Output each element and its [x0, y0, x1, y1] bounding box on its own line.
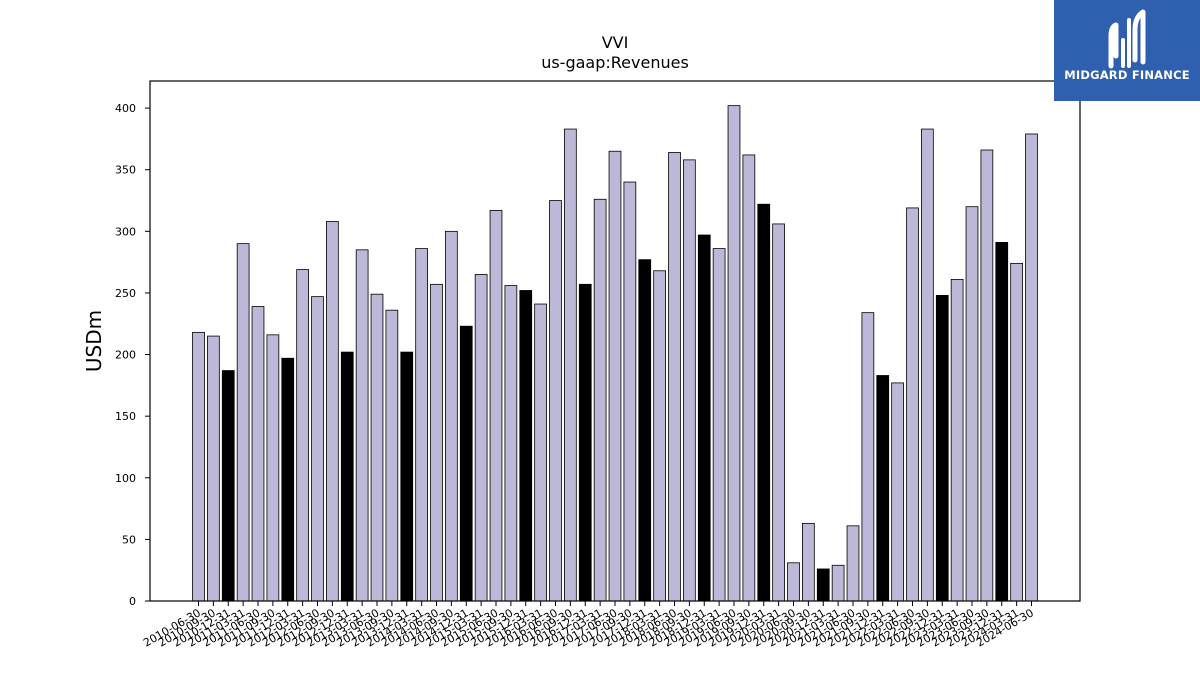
bar-2018-06-30	[668, 152, 681, 602]
bar-2011-06-30	[251, 306, 265, 602]
bar-2023-03-31	[950, 278, 964, 602]
bar-2016-03-31	[534, 303, 547, 602]
bar-2010-12-31	[221, 370, 235, 602]
bar-2019-09-30	[742, 154, 756, 602]
y-tick-label: 300	[115, 225, 136, 238]
bar-2017-06-30	[608, 150, 622, 602]
bar-2015-03-31	[474, 274, 488, 602]
bar-2020-09-30	[802, 522, 815, 602]
chart-title: VVI	[602, 33, 629, 52]
bar-2012-06-30	[311, 296, 324, 602]
bar-2014-12-31	[459, 325, 473, 602]
bar-2013-06-30	[370, 293, 384, 602]
bar-2013-12-31	[400, 351, 414, 602]
bar-2022-03-31	[891, 382, 904, 602]
bars-group	[192, 105, 1038, 602]
brand-logo: MIDGARD FINANCE	[1054, 0, 1200, 101]
bar-2018-09-30	[683, 159, 696, 602]
chart-subtitle: us-gaap:Revenues	[541, 53, 689, 72]
bar-2014-03-31	[415, 248, 428, 602]
bar-2011-09-30	[266, 334, 280, 602]
y-tick-label: 350	[115, 164, 136, 177]
bar-2010-06-30	[192, 331, 205, 602]
bar-2021-09-30	[861, 312, 875, 602]
bar-2016-09-30	[564, 128, 577, 602]
bar-2017-09-30	[623, 181, 637, 602]
y-tick-label: 200	[115, 349, 136, 362]
bar-2014-06-30	[430, 283, 443, 602]
bar-2023-06-30	[965, 206, 979, 602]
y-axis-ticks: 0 50 100 150 200 250 300 350 400	[115, 102, 150, 608]
bar-2023-12-31	[995, 242, 1009, 602]
y-tick-label: 50	[122, 533, 136, 546]
y-tick-label: 0	[129, 595, 136, 608]
bar-2023-09-30	[980, 149, 994, 602]
bar-2010-09-30	[207, 335, 220, 602]
bar-2016-06-30	[549, 200, 562, 602]
y-tick-label: 150	[115, 410, 136, 423]
bar-2021-03-31	[831, 564, 845, 602]
bar-2024-03-31	[1010, 262, 1023, 602]
bar-2014-09-30	[445, 230, 458, 602]
bar-2019-03-31	[712, 248, 726, 602]
bar-2013-03-31	[355, 249, 369, 602]
bar-2020-12-31	[816, 568, 830, 602]
bar-2018-03-31	[653, 270, 666, 602]
bar-2015-12-31	[519, 290, 533, 602]
bar-2022-12-31	[935, 295, 949, 602]
x-axis-ticks: 2010-06-302010-09-302010-12-312011-03-31…	[141, 601, 1036, 650]
bar-2012-03-31	[296, 269, 309, 602]
bar-2019-06-30	[727, 105, 741, 602]
bar-2016-12-31	[578, 283, 592, 602]
bar-2017-12-31	[638, 259, 652, 602]
bar-2021-06-30	[846, 525, 860, 602]
bar-2021-12-31	[876, 375, 890, 602]
y-tick-label: 250	[115, 287, 136, 300]
bar-2020-03-31	[772, 223, 785, 602]
bar-2015-09-30	[504, 285, 518, 602]
bar-2019-12-31	[757, 203, 771, 602]
y-tick-label: 400	[115, 102, 136, 115]
bar-2018-12-31	[697, 234, 711, 602]
bar-2012-09-30	[326, 221, 339, 602]
bar-2017-03-31	[593, 198, 607, 602]
bar-2011-03-31	[236, 243, 250, 602]
y-tick-label: 100	[115, 472, 136, 485]
bar-2012-12-31	[340, 351, 354, 602]
bar-2015-06-30	[489, 209, 503, 602]
bar-2022-09-30	[921, 128, 934, 602]
plot-frame	[149, 80, 1081, 602]
bar-2024-06-30	[1025, 133, 1038, 602]
midgard-logo-icon	[1108, 9, 1146, 69]
brand-name: MIDGARD FINANCE	[1064, 68, 1190, 82]
bar-2013-09-30	[385, 309, 399, 602]
bar-2020-06-30	[787, 562, 800, 602]
y-axis-label: USDm	[82, 310, 106, 372]
bar-2011-12-31	[281, 357, 295, 602]
bar-2022-06-30	[906, 207, 919, 602]
